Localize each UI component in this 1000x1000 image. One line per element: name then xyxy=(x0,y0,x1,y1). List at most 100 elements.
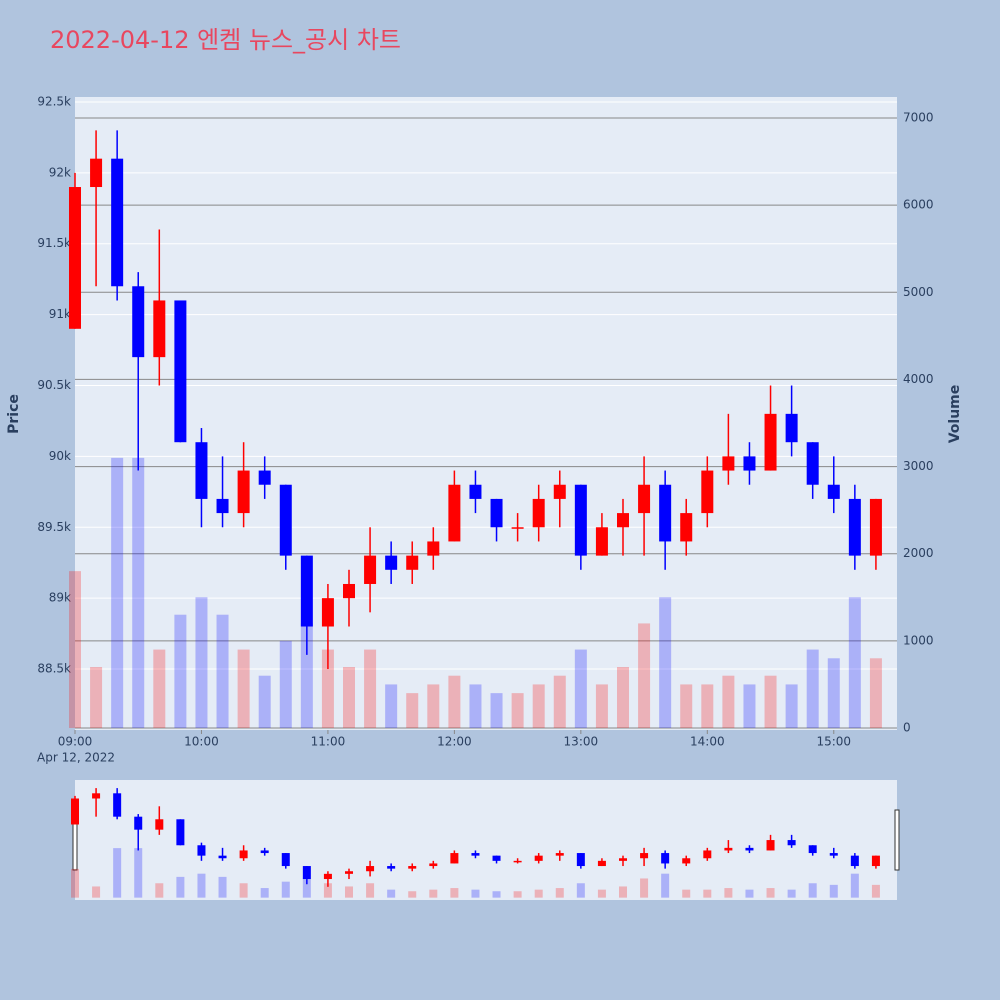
y2-tick-label: 4000 xyxy=(903,372,934,386)
y-tick-label: 88.5k xyxy=(37,662,71,676)
candle-body xyxy=(492,855,501,861)
candle-body xyxy=(661,853,670,864)
volume-bar xyxy=(176,876,185,898)
volume-bar xyxy=(111,457,124,728)
candle-body xyxy=(197,845,206,856)
candle-body xyxy=(597,860,606,867)
volume-bar xyxy=(155,883,164,898)
candle-body xyxy=(703,850,712,859)
volume-bar xyxy=(302,878,311,898)
candle-body xyxy=(532,498,545,528)
candle-body xyxy=(132,286,145,358)
volume-bar xyxy=(195,597,208,728)
y-tick-label: 91k xyxy=(49,307,71,321)
y2-axis-title: Volume xyxy=(947,385,963,444)
volume-bar xyxy=(532,684,545,728)
candle-body xyxy=(745,847,754,851)
x-tick-label: 12:00 xyxy=(437,735,472,749)
volume-bar xyxy=(659,597,672,728)
x-tick-label: 09:00 xyxy=(58,735,93,749)
volume-bar xyxy=(766,888,775,898)
candle-body xyxy=(640,853,649,859)
candle-body xyxy=(785,413,798,443)
candle-body xyxy=(871,855,880,867)
volume-bar xyxy=(279,640,292,728)
candle-body xyxy=(848,498,861,556)
volume-bar xyxy=(787,889,796,898)
volume-bar xyxy=(574,649,587,728)
volume-bar xyxy=(619,886,627,898)
candle-body xyxy=(659,484,672,542)
volume-bar xyxy=(534,889,543,898)
volume-bar xyxy=(406,693,419,728)
volume-bar xyxy=(216,614,229,728)
candle-body xyxy=(260,850,269,854)
candle-body xyxy=(724,847,733,851)
candle-body xyxy=(195,442,208,499)
candle-body xyxy=(617,513,629,528)
candle-body xyxy=(406,555,419,570)
candle-body xyxy=(829,853,838,856)
candle-body xyxy=(343,583,355,599)
volume-bar xyxy=(321,649,334,728)
volume-bar xyxy=(364,649,377,728)
volume-bar xyxy=(408,891,417,898)
candle-body xyxy=(534,855,543,861)
candle-body xyxy=(701,470,714,514)
candle-body xyxy=(766,840,775,851)
candle-body xyxy=(743,456,756,471)
volume-bar xyxy=(722,675,735,728)
volume-bar xyxy=(724,888,733,898)
volume-bar xyxy=(703,889,712,898)
volume-bar xyxy=(848,597,861,728)
volume-bar xyxy=(237,649,250,728)
volume-bar xyxy=(745,889,754,898)
volume-bar xyxy=(450,888,459,898)
candle-body xyxy=(258,470,271,485)
y-axis-title: Price xyxy=(6,394,22,434)
volume-bar xyxy=(153,649,166,728)
x-tick-label: 15:00 xyxy=(816,735,851,749)
volume-bar xyxy=(387,889,396,898)
candle-body xyxy=(808,845,817,854)
candle-body xyxy=(71,798,79,825)
candle-body xyxy=(111,158,124,287)
candle-body xyxy=(513,860,522,863)
candle-body xyxy=(302,866,311,880)
candle-body xyxy=(279,484,292,556)
volume-bar xyxy=(595,684,608,728)
candle-body xyxy=(174,300,187,443)
volume-bar xyxy=(553,675,566,728)
volume-bar xyxy=(871,884,880,898)
volume-bar xyxy=(492,891,501,898)
volume-bar xyxy=(680,684,693,728)
candle-body xyxy=(827,484,840,499)
volume-bar xyxy=(640,878,649,898)
candle-body xyxy=(850,855,859,867)
y2-tick-label: 6000 xyxy=(903,198,934,212)
y2-tick-label: 3000 xyxy=(903,459,934,473)
candle-body xyxy=(553,484,566,499)
volume-bar xyxy=(218,876,227,898)
volume-bar xyxy=(511,693,524,728)
x-tick-label: 10:00 xyxy=(184,735,219,749)
volume-bar xyxy=(513,891,522,898)
candle-body xyxy=(323,873,332,880)
candle-body xyxy=(281,853,290,867)
candle-body xyxy=(806,442,819,485)
x-date-label: Apr 12, 2022 xyxy=(37,751,115,765)
candle-body xyxy=(429,863,438,867)
candle-body xyxy=(764,413,777,471)
volume-bar xyxy=(448,675,461,728)
candle-body xyxy=(90,158,103,188)
volume-bar xyxy=(281,881,290,898)
volume-bar xyxy=(366,883,375,898)
range-slider[interactable] xyxy=(75,780,897,900)
y-tick-label: 90.5k xyxy=(37,378,71,392)
volume-bar xyxy=(113,848,122,898)
candle-body xyxy=(787,840,796,846)
range-handle[interactable] xyxy=(894,809,900,871)
volume-bar xyxy=(132,457,145,728)
plot-area xyxy=(75,97,897,730)
